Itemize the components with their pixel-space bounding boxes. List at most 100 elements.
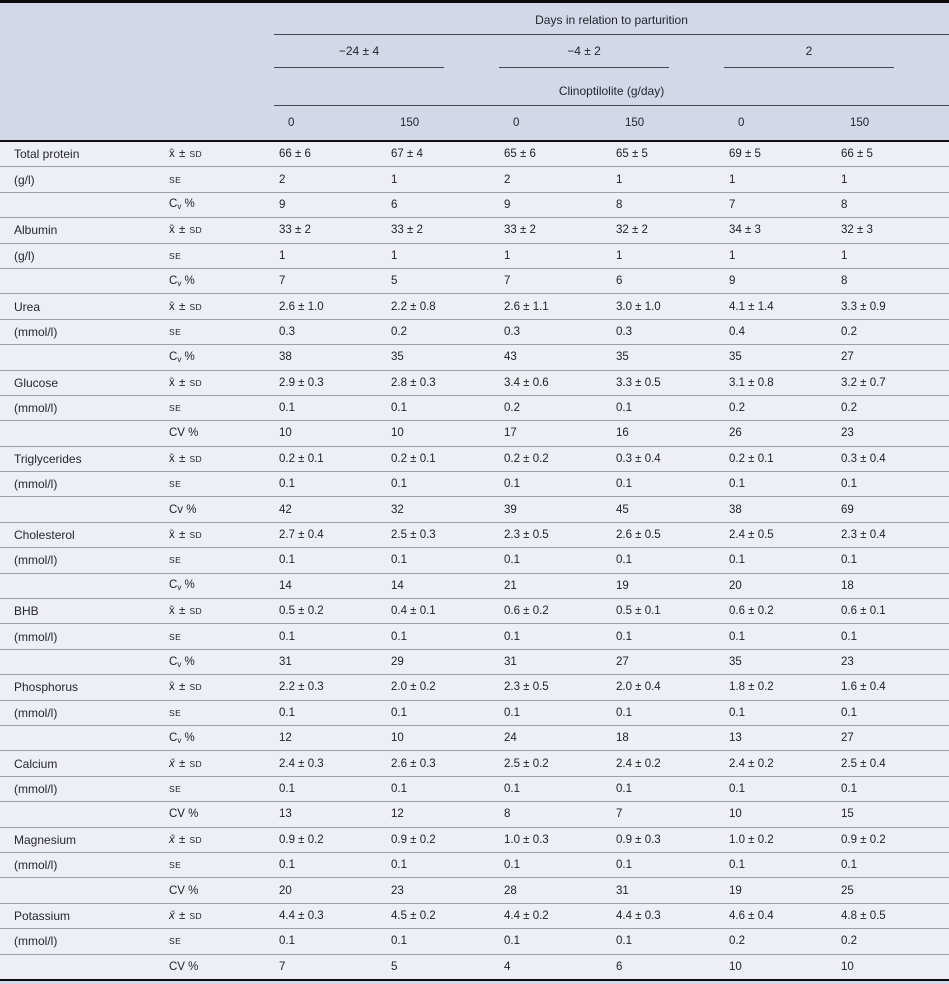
percent-symbol: % [181, 655, 195, 668]
value-cell: 32 ± 3 [836, 217, 949, 244]
parameter-spacer [0, 267, 168, 294]
value-cell: 7 [274, 953, 386, 980]
mean-symbol: x̄ [169, 909, 175, 922]
plus-minus-symbol: ± [175, 452, 189, 465]
value-cell: 1 [611, 166, 724, 193]
value-cell: 9 [274, 191, 386, 218]
value-cell: 0.1 [724, 851, 836, 878]
value-cell: 10 [386, 420, 499, 447]
sd-label: sd [189, 682, 203, 693]
stat-label-mean: x̄ ± sd [168, 826, 274, 853]
value-cell: 3.3 ± 0.9 [836, 293, 949, 320]
value-cell: 3.3 ± 0.5 [611, 369, 724, 396]
parameter-name: Calcium [0, 750, 168, 777]
value-cell: 8 [499, 801, 611, 828]
value-cell: 0.3 [499, 318, 611, 345]
mean-symbol: x̄ [169, 224, 175, 237]
parameter-name: Magnesium [0, 826, 168, 853]
value-cell: 0.1 [836, 547, 949, 574]
value-cell: 0.1 [836, 471, 949, 497]
parameter-spacer [0, 877, 168, 904]
day-group-postpartum-2: 2 [724, 35, 949, 68]
table-row: Cv % 31 29 31 27 35 23 [0, 648, 949, 675]
table-row: Cv % 7 5 7 6 9 8 [0, 267, 949, 294]
value-cell: 0.1 [836, 851, 949, 878]
value-cell: 0.4 ± 0.1 [386, 598, 499, 624]
stat-label-se: se [168, 471, 274, 497]
value-cell: 0.2 [386, 318, 499, 345]
value-cell: 33 ± 2 [386, 217, 499, 244]
plus-minus-symbol: ± [175, 605, 189, 618]
value-cell: 35 [724, 648, 836, 675]
value-cell: 0.1 [499, 623, 611, 650]
parameter-name: BHB [0, 598, 168, 624]
cv-symbol: C [169, 198, 178, 211]
dose-header: 0 [274, 106, 386, 142]
stat-label-mean: x̄ ± sd [168, 674, 274, 701]
parameter-unit: (mmol/l) [0, 851, 168, 878]
value-cell: 27 [836, 344, 949, 371]
stat-label-cv: CV % [168, 877, 274, 904]
dose-header: 150 [611, 106, 724, 142]
se-label: se [169, 860, 182, 871]
stat-label-se: se [168, 928, 274, 954]
cv-subscript: v [177, 278, 182, 288]
se-label: se [169, 707, 182, 718]
value-cell: 0.2 [724, 928, 836, 954]
value-cell: 10 [836, 953, 949, 980]
value-cell: 0.2 [836, 318, 949, 345]
plus-minus-symbol: ± [175, 300, 189, 313]
parameter-unit: (mmol/l) [0, 928, 168, 954]
value-cell: 1.0 ± 0.2 [724, 826, 836, 853]
value-cell: 33 ± 2 [499, 217, 611, 244]
percent-symbol: % [181, 579, 195, 592]
value-cell: 0.9 ± 0.2 [386, 826, 499, 853]
stat-label-se: se [168, 775, 274, 802]
table-row: (mmol/l) se 0.1 0.1 0.1 0.1 0.2 0.2 [0, 928, 949, 954]
value-cell: 0.5 ± 0.2 [274, 598, 386, 624]
cv-symbol: C [169, 731, 178, 744]
table-row: Cv % 9 6 9 8 7 8 [0, 191, 949, 218]
value-cell: 69 [836, 496, 949, 523]
value-cell: 10 [724, 953, 836, 980]
cv-subscript: v [177, 202, 182, 212]
plus-minus-symbol: ± [175, 757, 189, 770]
header-spacer [0, 106, 274, 142]
parameter-spacer [0, 572, 168, 599]
value-cell: 4.4 ± 0.3 [611, 902, 724, 929]
value-cell: 0.2 ± 0.1 [724, 445, 836, 472]
value-cell: 2.3 ± 0.5 [499, 521, 611, 548]
value-cell: 4.4 ± 0.3 [274, 902, 386, 929]
parameter-spacer [0, 953, 168, 980]
stat-label-se: se [168, 318, 274, 345]
value-cell: 0.9 ± 0.2 [274, 826, 386, 853]
percent-symbol: % [184, 427, 199, 440]
table-row: Total protein x̄ ± sd 66 ± 6 67 ± 4 65 ± 6 65… [0, 140, 949, 167]
stat-label-cv: Cv % [168, 496, 274, 523]
value-cell: 6 [386, 191, 499, 218]
dose-header: 0 [499, 106, 611, 142]
value-cell: 14 [274, 572, 386, 599]
sd-label: sd [189, 225, 203, 236]
dose-header: 0 [724, 106, 836, 142]
value-cell: 0.1 [724, 623, 836, 650]
value-cell: 16 [611, 420, 724, 447]
value-cell: 7 [274, 267, 386, 294]
stat-label-cv: Cv % [168, 572, 274, 599]
value-cell: 0.2 [724, 394, 836, 421]
mean-symbol: x̄ [169, 148, 175, 161]
value-cell: 0.1 [724, 471, 836, 497]
value-cell: 0.1 [499, 547, 611, 574]
value-cell: 6 [611, 267, 724, 294]
value-cell: 0.1 [386, 699, 499, 726]
parameter-unit: (mmol/l) [0, 547, 168, 574]
sd-label: sd [189, 149, 203, 160]
sd-label: sd [189, 301, 203, 312]
day-group-prepartum-24: −24 ± 4 [274, 35, 499, 68]
value-cell: 32 [386, 496, 499, 523]
value-cell: 69 ± 5 [724, 140, 836, 167]
stat-label-se: se [168, 394, 274, 421]
parameter-spacer [0, 191, 168, 218]
value-cell: 2.4 ± 0.2 [611, 750, 724, 777]
stat-label-se: se [168, 547, 274, 574]
